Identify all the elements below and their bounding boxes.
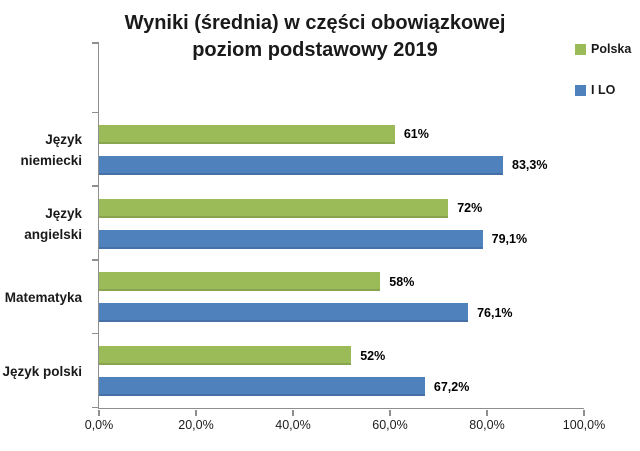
legend-swatch-ilo — [575, 84, 586, 96]
plot-area: 61% 83,3% 72% 79,1% 58% 76,1% 52% 67,2% 0,0% 20,… — [85, 42, 605, 432]
bar-line: 72% — [99, 198, 584, 218]
bar-group: 58% 76,1% — [99, 261, 584, 335]
category-label: Język polski — [2, 363, 82, 379]
bar-polska — [99, 198, 449, 218]
bar-group: 72% 79,1% — [99, 187, 584, 261]
bar-i-lo — [99, 303, 469, 323]
y-axis-tick — [92, 259, 98, 261]
x-axis-tick — [389, 409, 391, 416]
bar-data-label: 79,1% — [491, 232, 528, 247]
x-axis-tick — [98, 409, 100, 416]
chart-title: Wyniki (średnia) w części obowiązkowej p… — [30, 10, 600, 64]
category-label: Język niemiecki — [20, 131, 82, 168]
bar-group: 52% 67,2% — [99, 334, 584, 408]
x-axis-tick-label: 40,0% — [275, 418, 311, 432]
bar-line: 83,3% — [99, 155, 584, 175]
y-axis-tick — [92, 111, 98, 113]
chart-title-line-2: poziom podstawowy 2019 — [192, 39, 438, 61]
bar-data-label: 76,1% — [477, 305, 513, 320]
bar-polska — [99, 124, 395, 144]
bar-line: 67,2% — [99, 377, 584, 397]
legend-item-polska: Polska — [575, 42, 639, 56]
bar-i-lo — [99, 377, 425, 397]
y-axis-tick — [92, 406, 98, 408]
bar-polska — [99, 346, 352, 366]
y-axis-tick — [92, 42, 98, 44]
bar-group: 61% 83,3% — [99, 113, 584, 187]
bar-rows: 61% 83,3% 72% 79,1% 58% 76,1% 52% 67,2% — [99, 113, 584, 408]
bar-data-label: 72% — [457, 201, 483, 216]
legend-label-ilo: I LO — [591, 83, 616, 97]
bar-line: 79,1% — [99, 229, 584, 249]
x-axis-tick — [292, 409, 294, 416]
bar-line: 52% — [99, 346, 584, 366]
bar-i-lo — [99, 229, 483, 249]
legend-swatch-polska — [575, 43, 586, 55]
legend-item-ilo: I LO — [575, 83, 639, 97]
bar-i-lo — [99, 155, 503, 175]
x-axis-tick — [195, 409, 197, 416]
bar-data-label: 83,3% — [512, 158, 548, 173]
bar-polska — [99, 272, 381, 292]
x-axis-tick — [583, 409, 585, 416]
bar-data-label: 52% — [360, 348, 386, 363]
x-axis-tick-label: 60,0% — [372, 418, 408, 432]
bar-line: 58% — [99, 272, 584, 292]
x-axis-tick-label: 100,0% — [562, 418, 606, 432]
bar-data-label: 58% — [389, 274, 415, 289]
category-axis-labels: Język niemiecki Język angielski Matematyka… — [0, 113, 90, 408]
bar-data-label: 61% — [403, 127, 429, 142]
y-axis-tick — [92, 332, 98, 335]
bar-data-label: 67,2% — [433, 379, 470, 394]
bar-line: 61% — [99, 124, 584, 144]
x-axis-tick-label: 20,0% — [178, 418, 214, 432]
bar-line: 76,1% — [99, 303, 584, 323]
category-label: Matematyka — [4, 289, 82, 305]
x-axis-tick-label: 0,0% — [84, 418, 114, 432]
category-label: Język angielski — [24, 205, 82, 242]
legend-label-polska: Polska — [591, 42, 632, 56]
y-axis-tick — [92, 185, 98, 187]
legend: Polska I LO — [575, 42, 639, 124]
x-axis-tick-label: 80,0% — [469, 418, 505, 432]
chart-title-line-1: Wyniki (średnia) w części obowiązkowej — [124, 12, 506, 34]
x-axis-tick — [486, 409, 488, 416]
